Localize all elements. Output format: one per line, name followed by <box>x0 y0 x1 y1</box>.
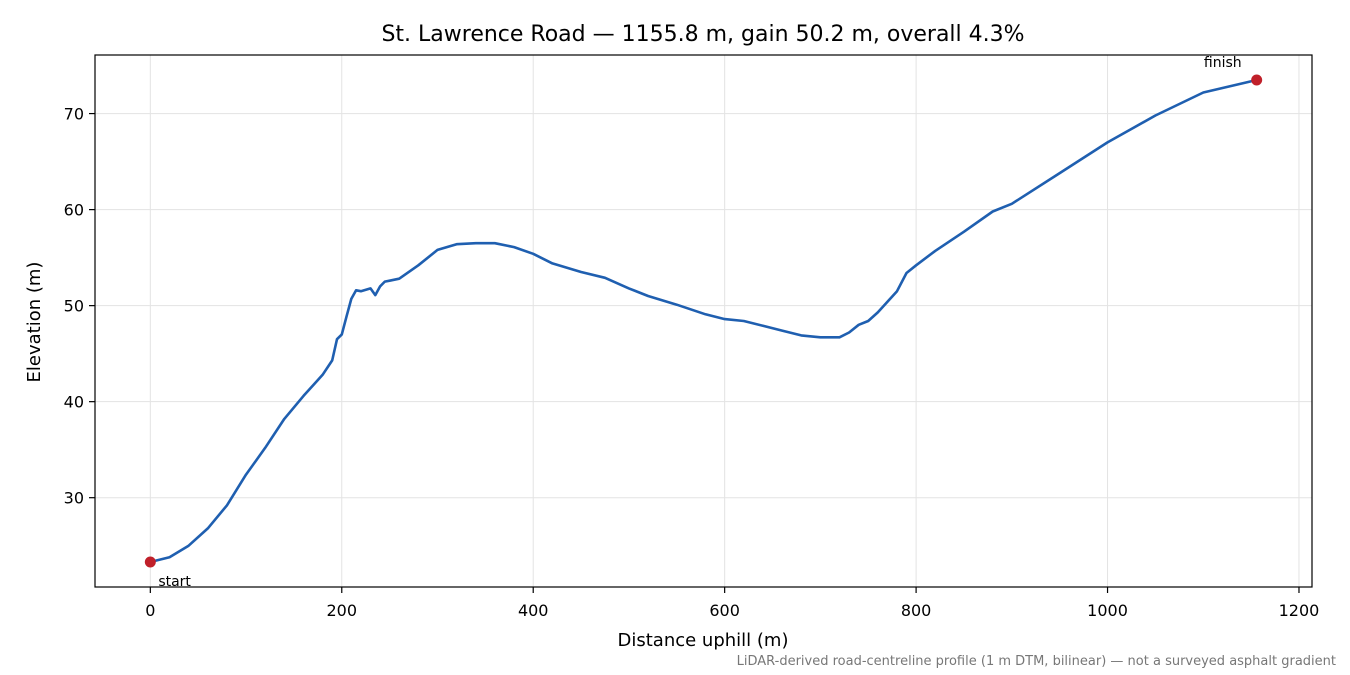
x-tick-label: 1200 <box>1279 601 1320 620</box>
start-marker <box>144 556 156 568</box>
y-axis-label: Elevation (m) <box>24 262 45 383</box>
finish-marker <box>1251 74 1263 86</box>
y-tick-label: 70 <box>64 105 84 124</box>
series-layer <box>149 78 1258 564</box>
endpoint-markers: start finish <box>144 55 1263 590</box>
y-tick-label: 30 <box>64 489 84 508</box>
grid-lines <box>95 55 1312 587</box>
x-tick-label: 800 <box>901 601 932 620</box>
chart-title: St. Lawrence Road — 1155.8 m, gain 50.2 … <box>381 22 1024 47</box>
x-tick-label: 600 <box>709 601 740 620</box>
x-tick-label: 0 <box>145 601 155 620</box>
y-tick-label: 50 <box>64 297 84 316</box>
x-tick-label: 200 <box>326 601 357 620</box>
axis-ticks: 0 200 400 600 800 1000 1200 30 40 50 60 70 <box>64 105 1320 620</box>
finish-label: finish <box>1204 55 1242 71</box>
elevation-series-line <box>149 78 1258 564</box>
source-note: LiDAR-derived road-centreline profile (1… <box>737 654 1336 669</box>
x-tick-label: 400 <box>518 601 549 620</box>
x-axis-label: Distance uphill (m) <box>618 630 789 651</box>
x-tick-label: 1000 <box>1087 601 1128 620</box>
y-tick-label: 60 <box>64 201 84 220</box>
y-tick-label: 40 <box>64 393 84 412</box>
plot-frame <box>94 54 1313 588</box>
start-label: start <box>158 574 191 590</box>
